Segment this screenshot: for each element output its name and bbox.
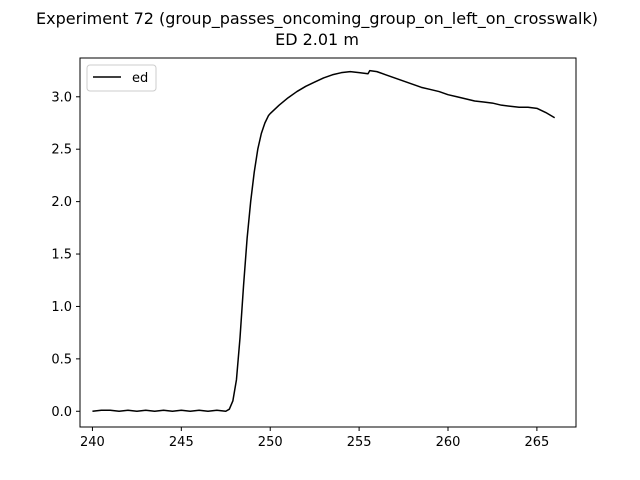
y-tick-label: 0.0: [51, 405, 72, 420]
axes-frame: [79, 57, 577, 428]
legend-box: [86, 64, 157, 92]
x-tick-label: 265: [524, 435, 549, 450]
y-tick-label: 2.0: [51, 195, 72, 210]
x-axis-ticks: 240 245 250 255 260 265: [80, 427, 549, 450]
chart-subtitle: ED 2.01 m: [275, 30, 359, 49]
y-tick-label: 2.5: [51, 143, 72, 158]
chart-title: Experiment 72 (group_passes_oncoming_gro…: [36, 9, 598, 29]
x-tick-label: 240: [80, 435, 105, 450]
y-axis-ticks: 0.0 0.5 1.0 1.5 2.0 2.5 3.0: [51, 90, 80, 420]
y-tick-label: 0.5: [51, 352, 72, 367]
plot-area: 240 245 250 255 260 265 0.0 0.5 1.0 1.5 2.0 2.5 3.0: [51, 57, 577, 450]
y-tick-label: 1.0: [51, 300, 72, 315]
x-tick-label: 245: [169, 435, 194, 450]
series-line-ed: [92, 69, 556, 413]
x-tick-label: 260: [436, 435, 461, 450]
y-tick-label: 1.5: [51, 248, 72, 263]
x-tick-label: 255: [347, 435, 372, 450]
legend-label-ed: ed: [132, 71, 148, 86]
x-tick-label: 250: [258, 435, 283, 450]
y-tick-label: 3.0: [51, 90, 72, 105]
legend: ed: [86, 64, 157, 92]
